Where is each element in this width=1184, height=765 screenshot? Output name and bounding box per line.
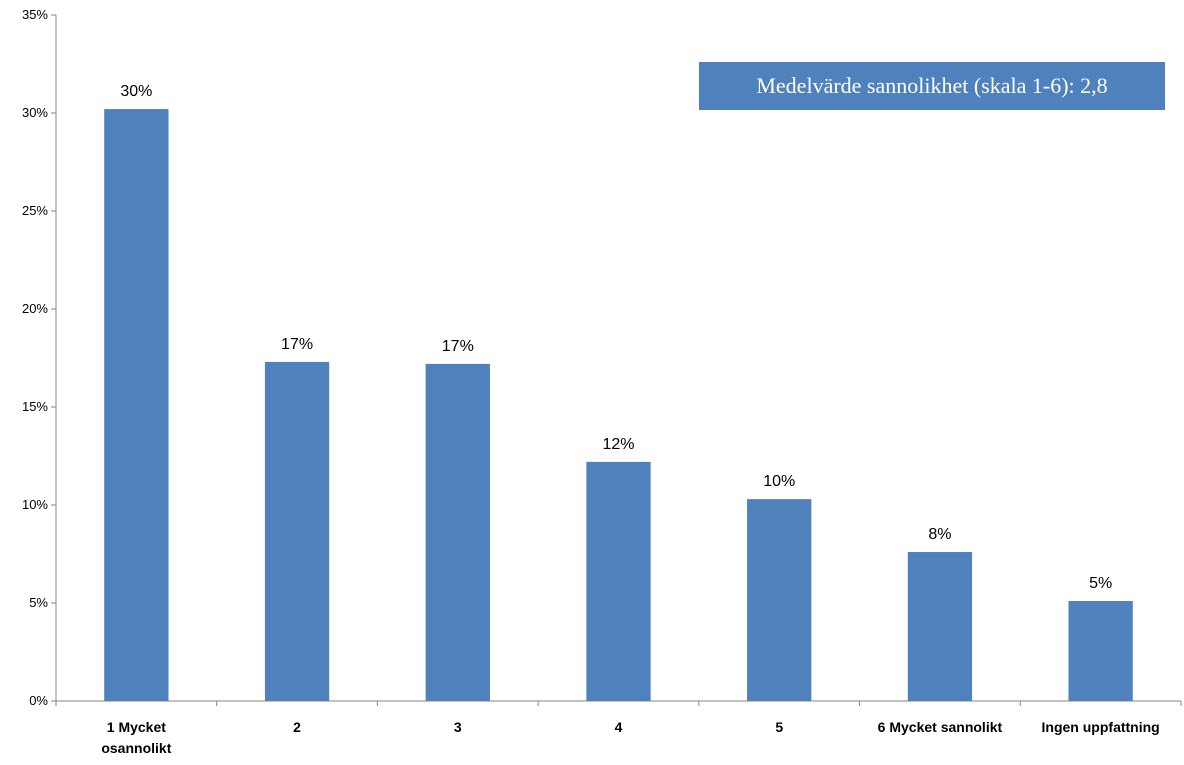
data-label: 8% — [928, 526, 951, 543]
x-tick-label-line: Ingen uppfattning — [1042, 719, 1160, 735]
mean-annotation-box: Medelvärde sannolikhet (skala 1-6): 2,8 — [699, 62, 1165, 110]
data-label: 5% — [1089, 575, 1112, 592]
y-tick-label: 5% — [29, 595, 48, 610]
y-axis: 0% 5% 10% 15% 20% 25% 30% 35% — [22, 7, 57, 708]
bar — [264, 361, 330, 701]
y-tick-label: 15% — [22, 399, 48, 414]
data-label: 17% — [281, 336, 313, 353]
x-tick-label-line: 6 Mycket sannolikt — [878, 719, 1003, 735]
y-tick-label: 25% — [22, 203, 48, 218]
bar — [907, 552, 973, 701]
x-tick-label-line: osannolikt — [101, 740, 171, 756]
data-label: 10% — [763, 473, 795, 490]
mean-annotation-text: Medelvärde sannolikhet (skala 1-6): 2,8 — [756, 73, 1108, 98]
bar — [104, 109, 169, 701]
x-tick-label-line: 3 — [454, 719, 462, 735]
x-tick-label-line: 2 — [293, 719, 301, 735]
bar — [747, 499, 812, 701]
x-tick-label-line: 5 — [775, 719, 783, 735]
x-tick-label: 1 Mycket osannolikt — [101, 719, 171, 756]
bar — [586, 461, 651, 701]
y-tick-label: 0% — [29, 693, 48, 708]
data-label: 30% — [120, 83, 152, 100]
y-tick-label: 20% — [22, 301, 48, 316]
x-tick-label: 4 — [615, 719, 623, 735]
x-axis: 1 Mycket osannolikt 2 3 4 5 6 Mycket sannolikt… — [55, 700, 1182, 756]
data-label: 17% — [442, 338, 474, 355]
x-tick-label: 2 — [293, 719, 301, 735]
y-tick-label: 10% — [22, 497, 48, 512]
data-labels: 30% 17% 17% 12% 10% 8% 5% — [120, 83, 1112, 592]
x-tick-label: 5 — [775, 719, 783, 735]
y-tick-label: 30% — [22, 105, 48, 120]
bar — [1068, 601, 1133, 701]
data-label: 12% — [602, 436, 634, 453]
x-tick-label: 3 — [454, 719, 462, 735]
x-tick-label: 6 Mycket sannolikt — [878, 719, 1003, 735]
y-tick-label: 35% — [22, 7, 48, 22]
x-tick-label-line: 1 Mycket — [107, 719, 166, 735]
x-tick-label-line: 4 — [615, 719, 623, 735]
x-tick-label: Ingen uppfattning — [1042, 719, 1160, 735]
bars — [104, 109, 1133, 701]
bar — [425, 363, 490, 701]
